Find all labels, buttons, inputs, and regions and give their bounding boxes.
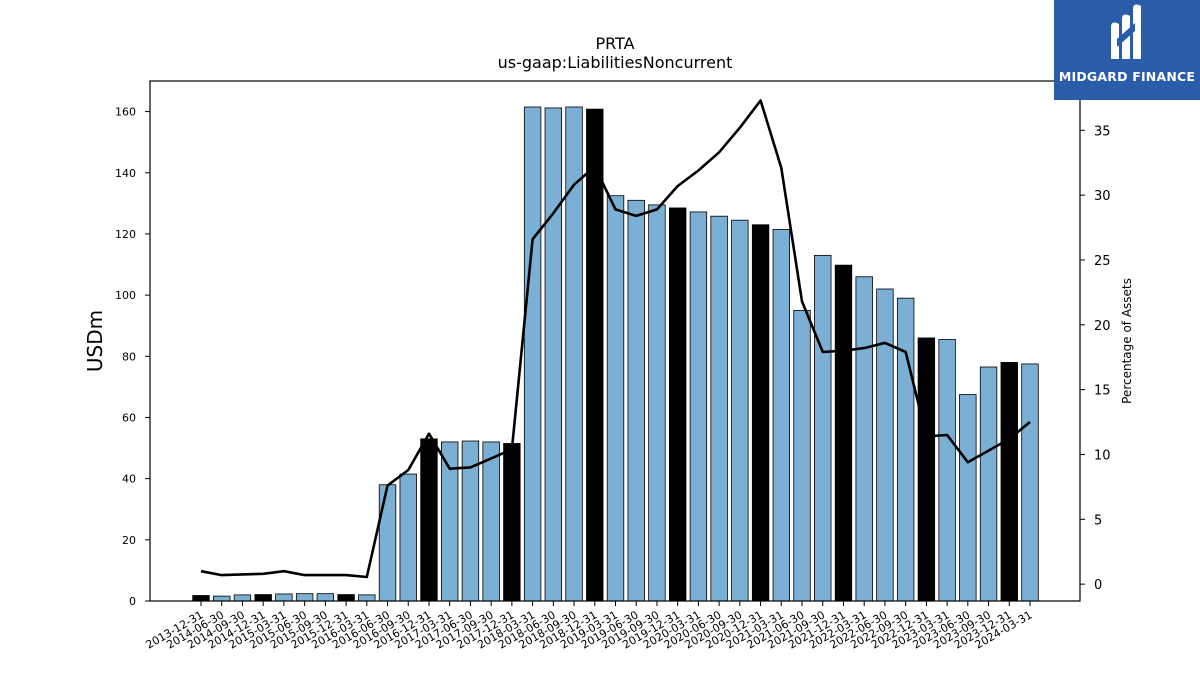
y-tick-label: 60 [122,411,136,424]
bar-2022-09-30 [896,297,915,602]
y2-tick-label: 20 [1094,319,1111,334]
y2-tick-label: 35 [1094,124,1111,139]
bar-2016-03-31 [358,594,376,602]
bar-2017-09-30 [482,441,500,602]
bar-2015-12-31 [337,594,355,602]
y2-tick-label: 5 [1094,513,1102,528]
bar-2019-12-31 [668,207,687,602]
y-axis-label: USDm [83,310,107,372]
bars-layer [192,106,1039,602]
chart-title: PRTA [595,34,634,53]
y2-tick-label: 15 [1094,384,1111,399]
bar-2015-06-30 [295,593,314,602]
bar-2018-03-31 [523,106,542,602]
bar-2014-06-30 [213,595,231,602]
bar-2019-03-31 [606,195,625,602]
y2-axis-label: Percentage of Assets [1120,278,1134,404]
y-tick-label: 160 [115,106,136,119]
bar-2016-12-31 [420,438,438,602]
bar-2021-06-30 [793,310,811,602]
bar-2022-12-31 [917,337,936,602]
bar-2013-12-31 [192,595,210,602]
y-tick-label: 120 [115,228,136,241]
brand-name: MIDGARD FINANCE [1058,69,1196,84]
bar-2020-09-30 [731,219,749,602]
bar-2016-06-30 [378,484,397,602]
y2-tick-label: 30 [1094,189,1111,204]
bar-2021-12-31 [834,264,853,602]
y-tick-label: 140 [115,167,136,180]
y-tick-label: 0 [129,595,136,608]
bar-2022-06-30 [876,288,894,602]
bar-2014-12-31 [254,594,272,602]
y2-tick-label: 0 [1094,578,1102,593]
y2-tick-label: 25 [1094,254,1111,269]
line-layer [200,99,1031,579]
bar-2015-03-31 [275,593,293,602]
y2-tick-label: 10 [1094,448,1111,463]
bar-2023-12-31 [1000,362,1018,602]
bar-2015-09-30 [316,593,335,602]
bar-2014-09-30 [233,594,252,602]
y-tick-label: 20 [122,534,136,547]
bar-2024-03-31 [1021,363,1039,602]
brand-logo: MIDGARD FINANCE [1054,0,1200,100]
bar-2019-09-30 [648,204,666,602]
midgard-logo-icon [1111,4,1141,59]
bar-2020-06-30 [710,215,728,602]
bar-2019-06-30 [627,199,645,602]
y-tick-label: 80 [122,350,136,363]
bar-2018-12-31 [586,108,604,602]
bar-2023-09-30 [979,366,998,602]
bar-2022-03-31 [855,276,873,602]
chart-subtitle: us-gaap:LiabilitiesNoncurrent [498,53,733,72]
bar-2017-12-31 [503,443,521,602]
bar-2017-03-31 [441,441,459,602]
bar-2020-03-31 [689,211,708,602]
bar-2020-12-31 [751,224,770,602]
percentage-of-assets-line [200,99,1031,579]
bar-2021-09-30 [814,254,832,602]
bar-2016-09-30 [399,473,417,602]
y-tick-label: 40 [122,473,136,486]
bar-2023-03-31 [938,339,956,602]
y-tick-label: 100 [115,289,136,302]
bar-2018-06-30 [544,107,563,602]
axes-layer: 020406080100120140160051015202530352013-… [115,80,1111,652]
bar-2023-06-30 [959,394,977,602]
bar-2021-03-31 [772,228,790,602]
